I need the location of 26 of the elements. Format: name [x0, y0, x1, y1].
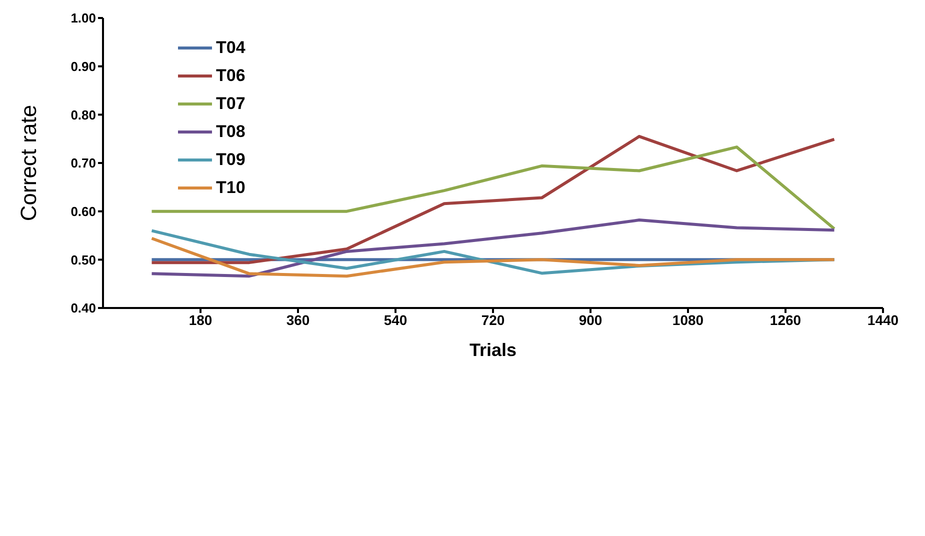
legend-label: T08: [216, 122, 246, 142]
x-tick-label: 180: [188, 312, 212, 328]
legend-label: T04: [216, 38, 246, 58]
y-tick-label: 0.90: [70, 58, 96, 74]
x-tick-label: 360: [286, 312, 310, 328]
y-axis-title: Correct rate: [16, 104, 41, 222]
line-series: [150, 146, 836, 230]
x-tick-label: 1440: [867, 312, 899, 328]
y-tick-label: 0.80: [70, 107, 96, 122]
x-tick-label: 1080: [672, 312, 704, 328]
legend-label: T06: [216, 66, 246, 86]
x-tick-label: 540: [384, 312, 408, 328]
line-series: [150, 236, 836, 278]
legend-label: T09: [216, 150, 246, 170]
y-tick-label: 0.60: [70, 204, 96, 219]
line-series: [150, 218, 836, 278]
y-tick-label: 0.40: [70, 300, 96, 316]
x-tick-label: 720: [481, 312, 505, 328]
x-tick-label: 900: [578, 312, 602, 328]
y-tick-label: 0.50: [70, 252, 96, 268]
x-axis-title: Trials: [469, 340, 517, 360]
legend-label: T10: [216, 178, 246, 198]
y-tick-label: 1.00: [70, 10, 96, 26]
x-tick-label: 1260: [770, 312, 802, 328]
y-tick-label: 0.70: [70, 156, 96, 171]
legend-label: T07: [216, 94, 246, 114]
